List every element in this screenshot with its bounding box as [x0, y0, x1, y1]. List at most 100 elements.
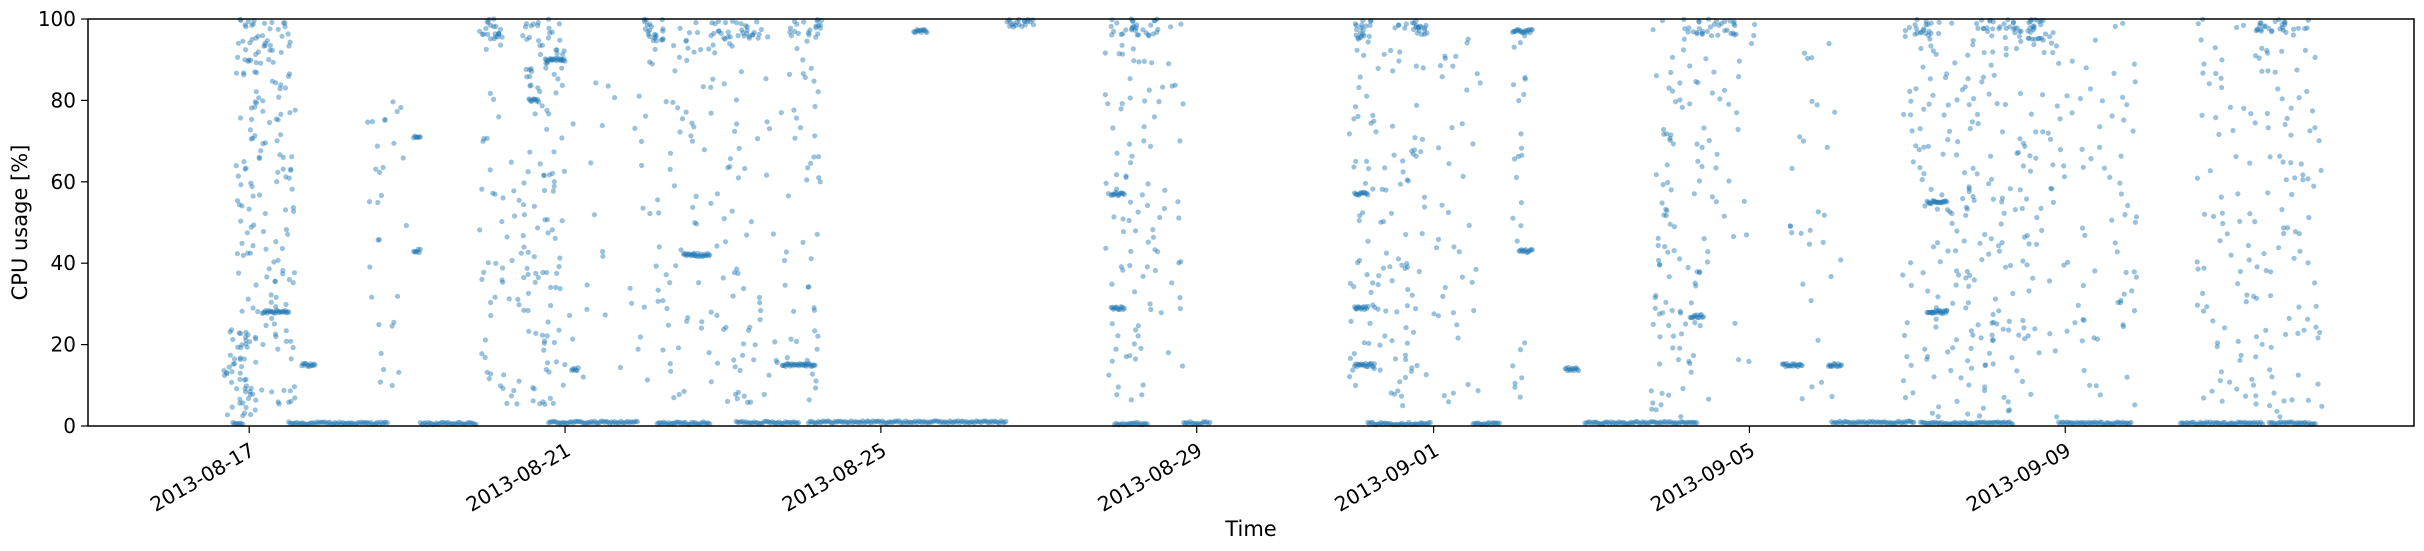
data-point	[669, 420, 675, 426]
data-point	[796, 363, 802, 369]
data-point	[665, 322, 672, 328]
data-point	[1987, 419, 1993, 425]
data-point	[2246, 420, 2253, 426]
data-point	[1805, 55, 1811, 62]
data-point	[278, 111, 284, 117]
data-point	[1510, 29, 1516, 35]
data-point	[2038, 22, 2044, 28]
data-point	[532, 96, 539, 102]
data-point	[605, 419, 611, 425]
data-point	[768, 420, 774, 426]
data-point	[1687, 360, 1693, 367]
data-point	[2243, 299, 2249, 305]
data-point	[2265, 68, 2271, 74]
data-point	[1935, 199, 1941, 205]
data-point	[1930, 244, 1937, 250]
data-point	[1668, 187, 1674, 193]
data-point	[689, 138, 696, 144]
data-point	[1966, 184, 1972, 190]
data-point	[1395, 256, 1401, 262]
data-point	[1917, 419, 1924, 425]
data-point	[544, 333, 550, 339]
data-point	[779, 362, 785, 368]
data-point	[1959, 87, 1965, 93]
data-point	[1963, 305, 1969, 311]
data-point	[1115, 306, 1121, 312]
data-point	[2268, 420, 2274, 426]
data-point	[588, 160, 594, 166]
data-point	[1440, 293, 1446, 299]
data-point	[1404, 264, 1411, 270]
data-point	[343, 421, 349, 427]
data-point	[733, 418, 739, 424]
data-point	[481, 31, 487, 37]
data-point	[913, 28, 919, 35]
data-point	[1953, 337, 1959, 343]
data-point	[701, 147, 708, 153]
data-point	[1699, 30, 1705, 37]
data-point	[1832, 109, 1838, 115]
data-point	[1524, 29, 1530, 35]
data-point	[561, 48, 567, 54]
data-point	[771, 420, 777, 426]
data-point	[1116, 51, 1122, 57]
data-point	[2125, 420, 2131, 426]
data-point	[1925, 199, 1931, 206]
data-point	[689, 120, 695, 126]
data-point	[273, 239, 279, 245]
data-point	[789, 420, 795, 426]
data-point	[1113, 304, 1119, 310]
data-point	[809, 363, 815, 369]
data-point	[1944, 308, 1950, 314]
data-point	[1721, 87, 1728, 93]
data-point	[2047, 331, 2053, 337]
data-point	[1436, 145, 1442, 151]
data-point	[253, 35, 259, 41]
data-point	[1518, 200, 1524, 206]
data-point	[2007, 262, 2014, 269]
data-point	[840, 419, 846, 425]
data-point	[2269, 28, 2275, 34]
data-point	[1410, 151, 1416, 157]
data-point	[547, 395, 554, 401]
data-point	[2113, 420, 2119, 426]
data-point	[1965, 52, 1971, 58]
data-point	[255, 308, 261, 315]
data-point	[533, 330, 539, 336]
data-point	[1939, 199, 1945, 205]
data-point	[816, 175, 822, 181]
data-point	[237, 355, 243, 361]
data-point	[805, 420, 812, 426]
data-point	[1908, 260, 1914, 266]
data-point	[1610, 420, 1616, 426]
data-point	[1949, 20, 1955, 26]
data-point	[1470, 421, 1476, 427]
data-point	[345, 420, 351, 426]
data-point	[1659, 421, 1665, 427]
data-point	[799, 361, 805, 368]
data-point	[376, 322, 382, 328]
data-point	[1786, 363, 1792, 369]
data-point	[553, 58, 559, 64]
data-point	[1355, 113, 1361, 119]
data-point	[929, 419, 935, 425]
data-point	[1187, 419, 1193, 425]
data-point	[1688, 300, 1694, 306]
data-point	[1103, 180, 1109, 186]
data-point	[227, 329, 233, 335]
data-point	[699, 319, 705, 325]
data-point	[707, 421, 713, 427]
data-point	[847, 419, 853, 425]
data-point	[679, 421, 685, 427]
data-point	[708, 200, 714, 206]
data-point	[702, 253, 709, 259]
data-point	[1650, 27, 1656, 33]
data-point	[805, 30, 812, 36]
data-point	[1405, 178, 1411, 184]
data-point	[496, 31, 502, 37]
data-point	[1677, 80, 1683, 86]
data-point	[2269, 374, 2275, 380]
data-point	[1666, 274, 1672, 280]
data-point	[240, 252, 246, 258]
data-point	[243, 383, 250, 389]
